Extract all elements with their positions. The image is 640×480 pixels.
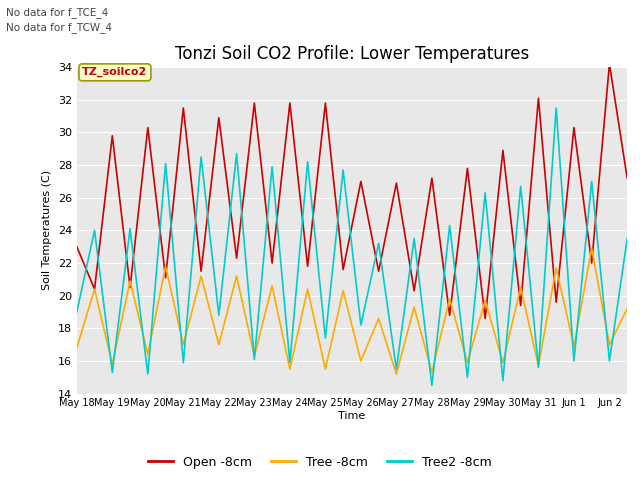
Title: Tonzi Soil CO2 Profile: Lower Temperatures: Tonzi Soil CO2 Profile: Lower Temperatur… [175, 45, 529, 63]
Text: No data for f_TCW_4: No data for f_TCW_4 [6, 22, 113, 33]
Y-axis label: Soil Temperatures (C): Soil Temperatures (C) [42, 170, 52, 290]
X-axis label: Time: Time [339, 411, 365, 421]
Legend: Open -8cm, Tree -8cm, Tree2 -8cm: Open -8cm, Tree -8cm, Tree2 -8cm [143, 451, 497, 474]
Text: No data for f_TCE_4: No data for f_TCE_4 [6, 7, 109, 18]
Text: TZ_soilco2: TZ_soilco2 [83, 67, 148, 77]
